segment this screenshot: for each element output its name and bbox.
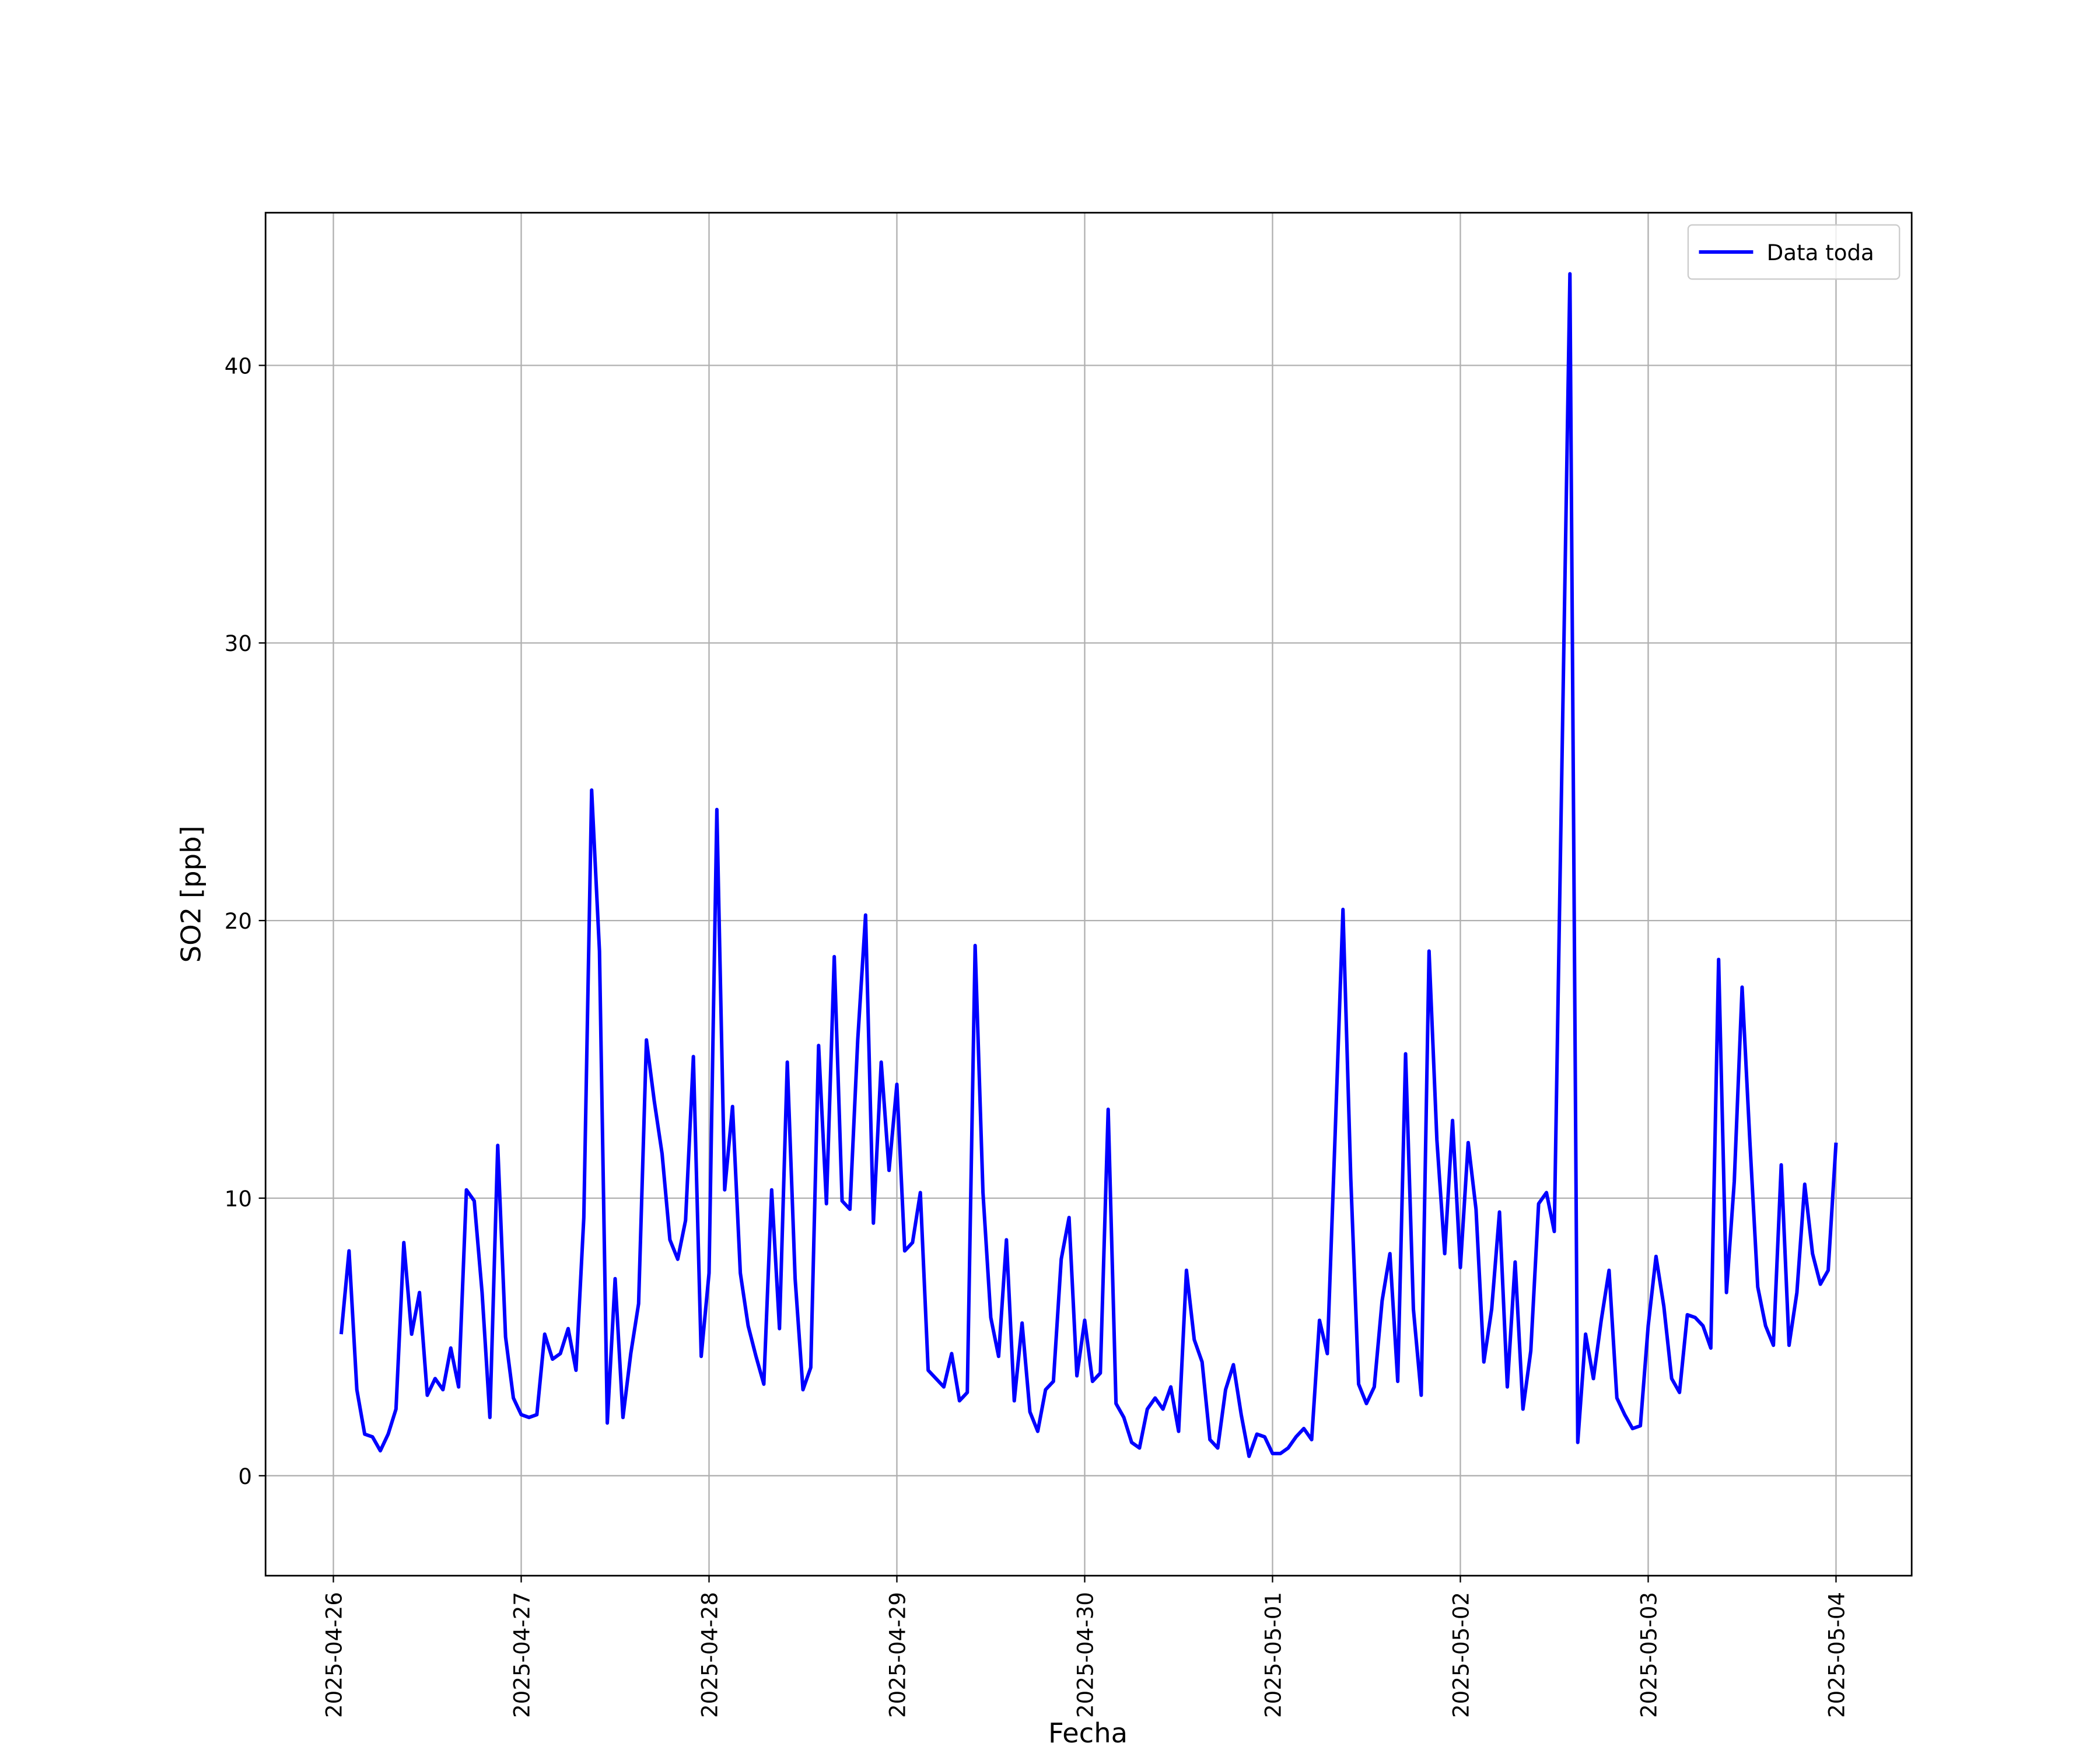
plot-area	[339, 272, 1838, 1458]
legend-label: Data toda	[1767, 240, 1874, 265]
legend-box	[1687, 224, 1901, 280]
y-tick-label: 20	[225, 909, 252, 934]
y-tick-label: 30	[225, 631, 252, 656]
grid	[265, 212, 1912, 1576]
data-line	[339, 272, 1838, 1458]
x-tick-label: 2025-04-28	[697, 1592, 722, 1718]
x-tick-label: 2025-04-30	[1073, 1592, 1098, 1718]
y-tick-label: 40	[225, 354, 252, 379]
y-tick-label: 10	[225, 1186, 252, 1212]
x-tick-label: 2025-05-01	[1261, 1592, 1286, 1718]
x-tick-label: 2025-04-26	[321, 1592, 346, 1718]
x-tick-label: 2025-05-03	[1636, 1592, 1661, 1718]
x-tick-label: 2025-05-02	[1448, 1592, 1474, 1718]
x-tick-label: 2025-04-29	[885, 1592, 910, 1718]
legend: Data toda	[1687, 224, 1901, 280]
x-tick-label: 2025-05-04	[1824, 1592, 1849, 1718]
y-axis-label: SO2 [ppb]	[176, 825, 207, 963]
x-axis-label: Fecha	[1048, 1717, 1128, 1749]
y-tick-label: 0	[238, 1464, 252, 1489]
axes-frame	[264, 212, 1913, 1577]
x-tick-label: 2025-04-27	[509, 1592, 534, 1718]
